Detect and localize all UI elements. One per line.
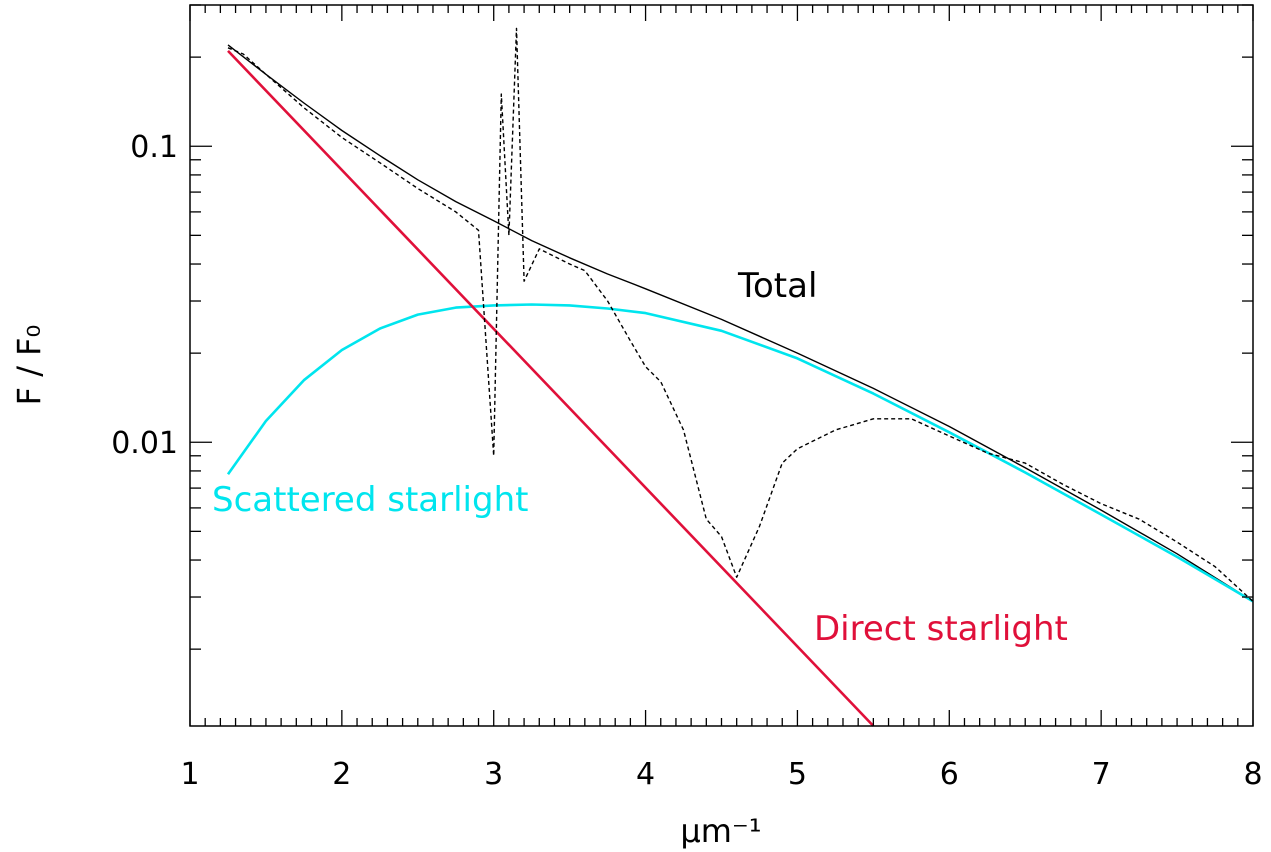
x-tick-label: 7 <box>1092 757 1111 792</box>
x-tick-label: 3 <box>484 757 503 792</box>
x-tick-label: 2 <box>332 757 351 792</box>
y-tick-label: 0.1 <box>130 130 178 165</box>
series-layer <box>226 27 1254 727</box>
plot-frame <box>189 4 1254 727</box>
x-tick-label: 5 <box>788 757 807 792</box>
total-line <box>227 44 1254 602</box>
annotation-scattered-starlight: Scattered starlight <box>212 480 528 520</box>
y-axis-title: F / F₀ <box>10 325 48 406</box>
annotation-direct-starlight: Direct starlight <box>814 609 1068 649</box>
direct-starlight-line <box>227 50 875 727</box>
x-tick-label: 1 <box>180 757 199 792</box>
x-tick-label: 4 <box>636 757 655 792</box>
x-axis-title: μm⁻¹ <box>680 812 761 850</box>
ticks-layer <box>189 4 1254 726</box>
labels-layer: 1 2 3 4 5 6 7 8 0.01 0.1 <box>111 130 1262 792</box>
x-tick-label: 6 <box>940 757 959 792</box>
y-tick-label: 0.01 <box>111 426 178 461</box>
observed-line <box>227 27 1254 602</box>
annotation-total: Total <box>737 266 817 306</box>
x-tick-label: 8 <box>1243 757 1262 792</box>
scattered-starlight-line <box>226 303 1254 603</box>
